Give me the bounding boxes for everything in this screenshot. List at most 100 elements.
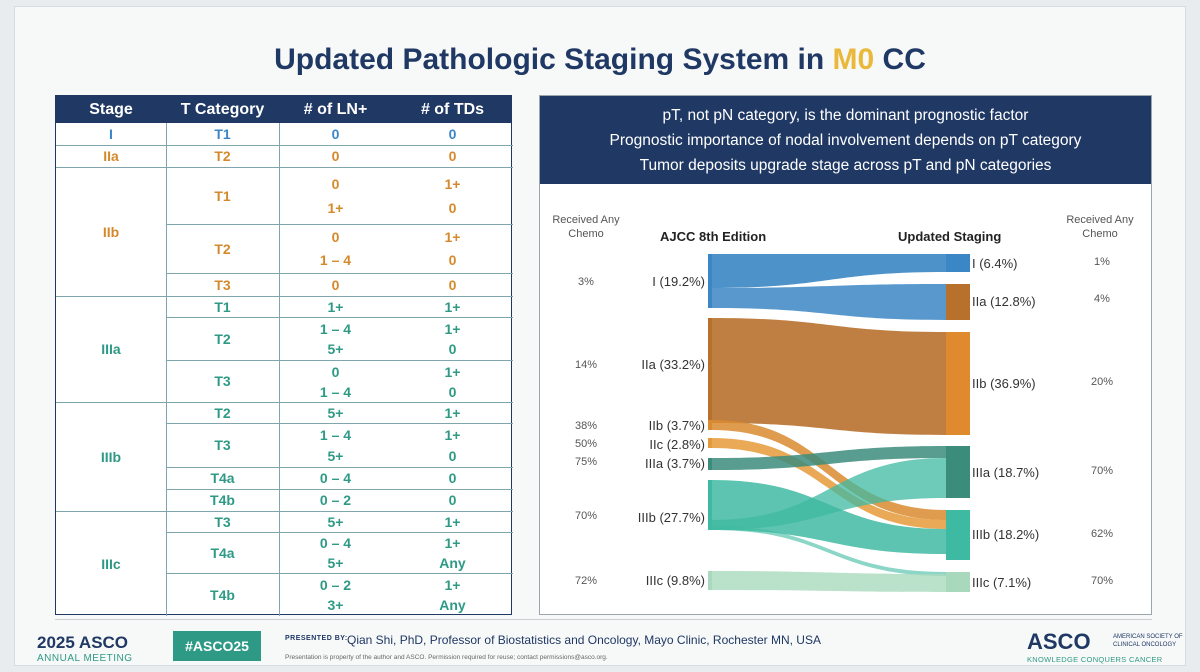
ln-cell: 0 [331,276,340,293]
key-findings-banner: pT, not pN category, is the dominant pro… [540,96,1151,184]
td-cell: 1+ [444,404,461,421]
right-chemo-pct: 1% [1094,256,1110,268]
left-node-bar [708,571,712,590]
left-chemo-header: Received Any Chemo [552,214,620,240]
t-cell: T3 [214,513,231,530]
td-cell: 0 [448,126,457,142]
table-divider [279,123,280,616]
table-divider [56,296,513,297]
sankey-flow [712,438,946,529]
slide-title: Updated Pathologic Staging System in M0 … [15,43,1185,77]
ln-cell: 1 – 4 [319,426,352,443]
sankey-flows [712,254,946,592]
right-chemo-pct: 70% [1090,465,1114,477]
td-cell: 0 [448,492,457,508]
table-divider [56,511,513,512]
right-node-bar [946,510,970,560]
ln-cell: 0 [331,229,340,245]
td-cell: 1+ [444,576,461,593]
td-cell: 1+ [444,176,461,192]
stage-cell: IIb [102,223,120,240]
right-node-bar [946,446,970,498]
sankey-flow [712,526,946,576]
right-node-bar [946,332,970,435]
table-divider [166,360,513,361]
ln-cell: 0 – 4 [319,534,352,551]
ln-cell: 0 – 2 [319,576,352,593]
right-node-bar [946,254,970,272]
right-axis-title: Updated Staging [898,229,1002,244]
table-divider [166,467,513,468]
sankey-panel: pT, not pN category, is the dominant pro… [539,95,1152,615]
table-divider [166,273,513,274]
ln-cell: 1 – 4 [319,320,352,337]
right-node-label: I (6.4%) [972,256,1018,271]
left-node-bar [708,480,712,530]
right-node-label: IIIc (7.1%) [972,575,1032,590]
t-cell: T1 [214,187,231,204]
t-cell: T1 [214,126,231,142]
td-cell: 1+ [444,320,461,337]
td-cell: 1+ [444,363,461,380]
ln-cell: 1 – 4 [319,383,352,400]
td-cell: 0 [448,340,457,357]
ln-cell: 0 [331,176,340,192]
ln-cell: 5+ [327,513,344,530]
asco-tagline: KNOWLEDGE CONQUERS CANCER [1027,655,1163,664]
left-node-bar [708,318,712,423]
hashtag-badge: #ASCO25 [173,631,261,661]
left-node-bar [708,420,712,430]
sankey-nodes [708,254,970,592]
header-ln: # of LN+ [303,101,368,118]
left-node-label: IIb (3.7%) [648,418,705,433]
staging-table: Stage T Category # of LN+ # of TDs I IIa… [55,95,513,616]
td-cell: Any [439,596,466,613]
t-cell: T3 [214,437,231,453]
t-cell: T2 [214,240,231,257]
asco-logo: ASCO [1027,629,1091,654]
asco-society-name: AMERICAN SOCIETY OF CLINICAL ONCOLOGY [1113,634,1183,648]
ln-cell: 0 – 4 [319,470,352,486]
right-node-label: IIIa (18.7%) [972,465,1040,480]
td-cell: 0 [448,470,457,486]
t-cell: T2 [214,330,231,347]
t-cell: T4b [210,586,235,603]
table-divider [166,123,167,616]
sankey-flow [712,420,946,520]
left-axis-title: AJCC 8th Edition [660,229,767,244]
ln-cell: 5+ [327,554,344,571]
td-cell: 0 [448,200,457,216]
finding-line: Prognostic importance of nodal involveme… [609,132,1082,149]
finding-line: Tumor deposits upgrade stage across pT a… [639,157,1052,174]
left-node-bar [708,438,712,448]
title-suffix: CC [874,43,926,76]
td-cell: 1+ [444,229,461,245]
left-chemo-pct: 14% [574,359,598,371]
right-node-label: IIa (12.8%) [972,294,1036,309]
ln-cell: 1+ [327,200,344,216]
table-divider [166,532,513,533]
title-highlight: M0 [832,43,875,76]
table-divider [166,317,513,318]
t-cell: T3 [214,276,231,293]
t-cell: T1 [214,298,231,315]
ln-cell: 0 [331,363,340,380]
left-chemo-pct: 50% [574,438,598,450]
left-node-label: I (19.2%) [652,274,705,289]
footer-divider [55,619,1152,620]
table-header-row: Stage T Category # of LN+ # of TDs [56,96,511,123]
ln-cell: 0 – 2 [319,492,352,508]
right-chemo-pct: 70% [1090,575,1114,587]
sankey-flow [712,458,946,530]
right-node-bar [946,284,970,320]
left-node-label: IIIc (9.8%) [645,573,705,588]
stage-cell: IIIb [100,448,122,465]
right-chemo-pct: 62% [1090,528,1114,540]
td-cell: Any [439,554,466,571]
td-cell: 1+ [444,534,461,551]
left-node-label: IIc (2.8%) [649,437,705,452]
ln-cell: 1+ [327,298,344,315]
table-divider [166,224,513,225]
right-chemo-header: Received Any Chemo [1066,214,1134,240]
stage-cell: IIIc [101,555,121,572]
